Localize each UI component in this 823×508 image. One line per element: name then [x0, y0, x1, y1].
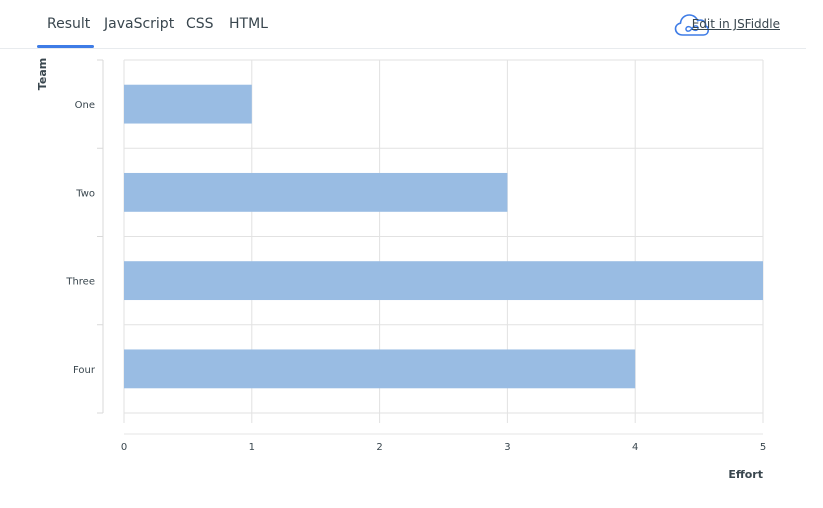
x-tick-label: 3 — [504, 442, 510, 453]
x-tick-label: 0 — [121, 442, 127, 453]
y-tick-label: Two — [75, 188, 95, 199]
x-tick-label: 2 — [376, 442, 382, 453]
x-axis: 0 1 2 3 4 5 — [121, 433, 766, 453]
tab-css[interactable]: CSS — [186, 16, 214, 32]
tab-result[interactable]: Result — [47, 16, 91, 32]
edit-in-jsfiddle-link[interactable]: Edit in JSFiddle — [691, 17, 780, 31]
y-tick-label: Four — [73, 365, 96, 376]
jsfiddle-cloud-icon[interactable] — [674, 13, 710, 38]
x-tick-label: 1 — [249, 442, 255, 453]
bar-three — [124, 261, 763, 301]
tab-bar: Result JavaScript CSS HTML Edit in JSFid… — [0, 0, 806, 49]
y-tick-label: One — [75, 100, 95, 111]
grid-lines — [123, 59, 764, 423]
bars — [124, 84, 763, 389]
tab-javascript[interactable]: JavaScript — [104, 16, 175, 32]
y-tick-label: Three — [65, 277, 95, 288]
bar-two — [124, 172, 508, 212]
active-tab-indicator — [37, 45, 94, 48]
x-axis-title: Effort — [728, 468, 763, 481]
y-axis: One Two Three Four — [65, 59, 104, 414]
bar-four — [124, 349, 636, 389]
x-tick-label: 4 — [632, 442, 638, 453]
bar-chart: One Two Three Four 0 1 2 3 4 5 Team Effort — [36, 58, 766, 481]
tab-html[interactable]: HTML — [229, 16, 268, 32]
y-axis-title: Team — [36, 58, 49, 90]
x-tick-label: 5 — [760, 442, 766, 453]
bar-one — [124, 84, 252, 124]
